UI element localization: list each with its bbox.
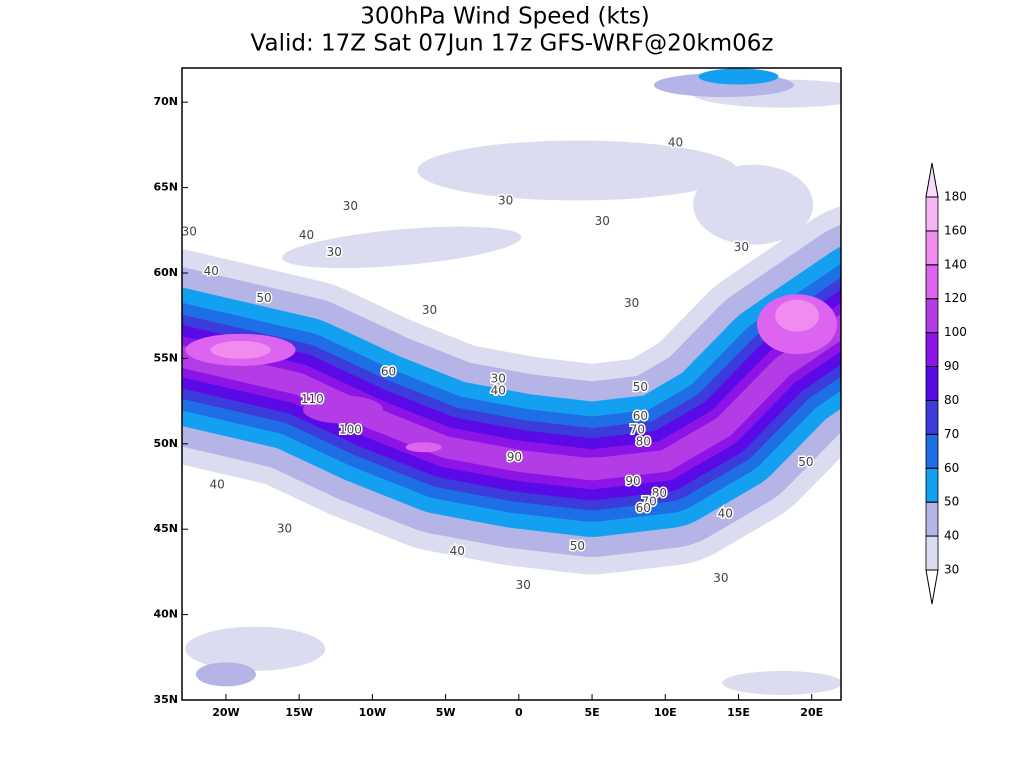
- wind-patch: [693, 164, 814, 245]
- lon-tick-label: 20E: [800, 706, 823, 719]
- contour-label: 80: [652, 486, 667, 500]
- map-frame: [181, 67, 842, 701]
- colorbar-swatch: [925, 298, 939, 334]
- lat-tick-label: 35N: [153, 693, 178, 706]
- lat-tick-label: 50N: [153, 437, 178, 450]
- contour-label: 30: [343, 199, 358, 213]
- colorbar-label: 180: [944, 190, 967, 204]
- wind-patch: [698, 68, 779, 85]
- colorbar-label: 120: [944, 291, 967, 305]
- jet-core: [405, 442, 442, 453]
- contour-label: 30: [491, 371, 506, 385]
- contour-label: 30: [182, 224, 197, 238]
- wind-patch: [417, 140, 738, 201]
- colorbar-label: 70: [944, 427, 959, 441]
- contour-label: 60: [636, 501, 651, 515]
- contour-label: 30: [327, 245, 342, 259]
- contour-label: 30: [713, 571, 728, 585]
- colorbar-swatch: [925, 230, 939, 266]
- jet-core: [303, 395, 384, 424]
- colorbar: 30 40 50 60 70 80 90 100 120 140 160 180: [925, 162, 967, 605]
- lat-tick-label: 65N: [153, 181, 178, 194]
- colorbar-swatch: [925, 196, 939, 232]
- colorbar-label: 90: [944, 359, 959, 373]
- title-line2: Valid: 17Z Sat 07Jun 17z GFS-WRF@20km06z: [251, 31, 774, 57]
- colorbar-under: [925, 569, 939, 605]
- contour-label: 30: [516, 578, 531, 592]
- colorbar-swatch: [925, 400, 939, 435]
- lon-tick-label: 15W: [285, 706, 312, 719]
- colorbar-swatch: [925, 501, 939, 537]
- contour-label: 40: [299, 228, 314, 242]
- contour-label: 70: [642, 494, 657, 508]
- colorbar-label: 30: [944, 563, 959, 577]
- colorbar-label: 140: [944, 257, 967, 271]
- colorbar-label: 50: [944, 495, 959, 509]
- lon-tick-label: 15E: [727, 706, 750, 719]
- lon-tick-label: 10W: [359, 706, 386, 719]
- lon-tick-label: 0: [515, 706, 523, 719]
- contour-label: 30: [595, 214, 610, 228]
- lon-tick-label: 20W: [212, 706, 239, 719]
- contour-label: 50: [798, 455, 813, 469]
- contour-label: 40: [210, 477, 225, 491]
- contour-label: 50: [570, 539, 585, 553]
- colorbar-swatch: [925, 366, 939, 401]
- contour-label: 90: [625, 474, 640, 488]
- colorbar-label: 80: [944, 393, 959, 407]
- lat-tick-label: 60N: [153, 266, 178, 279]
- colorbar-label: 160: [944, 223, 967, 237]
- wind-patch: [722, 670, 841, 695]
- lat-tick-label: 45N: [153, 522, 178, 535]
- contour-label: 100: [339, 423, 362, 437]
- contour-label: 50: [633, 380, 648, 394]
- title-line1: 300hPa Wind Speed (kts): [360, 4, 650, 30]
- contour-label: 60: [633, 409, 648, 423]
- contour-label: 80: [636, 435, 651, 449]
- lon-tick-label: 5W: [436, 706, 456, 719]
- wind-patch: [185, 626, 326, 671]
- jet-core: [561, 456, 652, 475]
- colorbar-label: 40: [944, 529, 959, 543]
- colorbar-over: [925, 162, 939, 198]
- colorbar-swatch: [925, 264, 939, 300]
- jet-core: [775, 299, 820, 332]
- contour-label: 60: [381, 365, 396, 379]
- contour-label: 30: [422, 303, 437, 317]
- colorbar-label: 100: [944, 325, 967, 339]
- contour-label: 40: [450, 544, 465, 558]
- contour-label: 40: [491, 383, 506, 397]
- contour-label: 30: [624, 296, 639, 310]
- contour-label: 90: [507, 450, 522, 464]
- colorbar-swatch: [925, 332, 939, 367]
- contour-label: 30: [277, 522, 292, 536]
- wind-patch: [195, 662, 256, 687]
- colorbar-label: 60: [944, 461, 959, 475]
- wind-patch: [282, 226, 522, 269]
- jet-core: [210, 340, 271, 359]
- contour-label: 40: [204, 264, 219, 278]
- lon-tick-label: 5E: [584, 706, 599, 719]
- contour-label: 40: [718, 506, 733, 520]
- contour-label: 70: [630, 423, 645, 437]
- contour-label: 30: [734, 240, 749, 254]
- contour-label: 50: [256, 291, 271, 305]
- lat-tick-label: 55N: [153, 351, 178, 364]
- lat-tick-label: 70N: [153, 95, 178, 108]
- lon-tick-label: 10E: [654, 706, 677, 719]
- contour-label: 40: [668, 136, 683, 150]
- colorbar-swatch: [925, 433, 939, 469]
- contour-label: 30: [498, 194, 513, 208]
- lat-tick-label: 40N: [153, 608, 178, 621]
- colorbar-swatch: [925, 535, 939, 571]
- contour-label: 110: [301, 392, 324, 406]
- colorbar-swatch: [925, 467, 939, 503]
